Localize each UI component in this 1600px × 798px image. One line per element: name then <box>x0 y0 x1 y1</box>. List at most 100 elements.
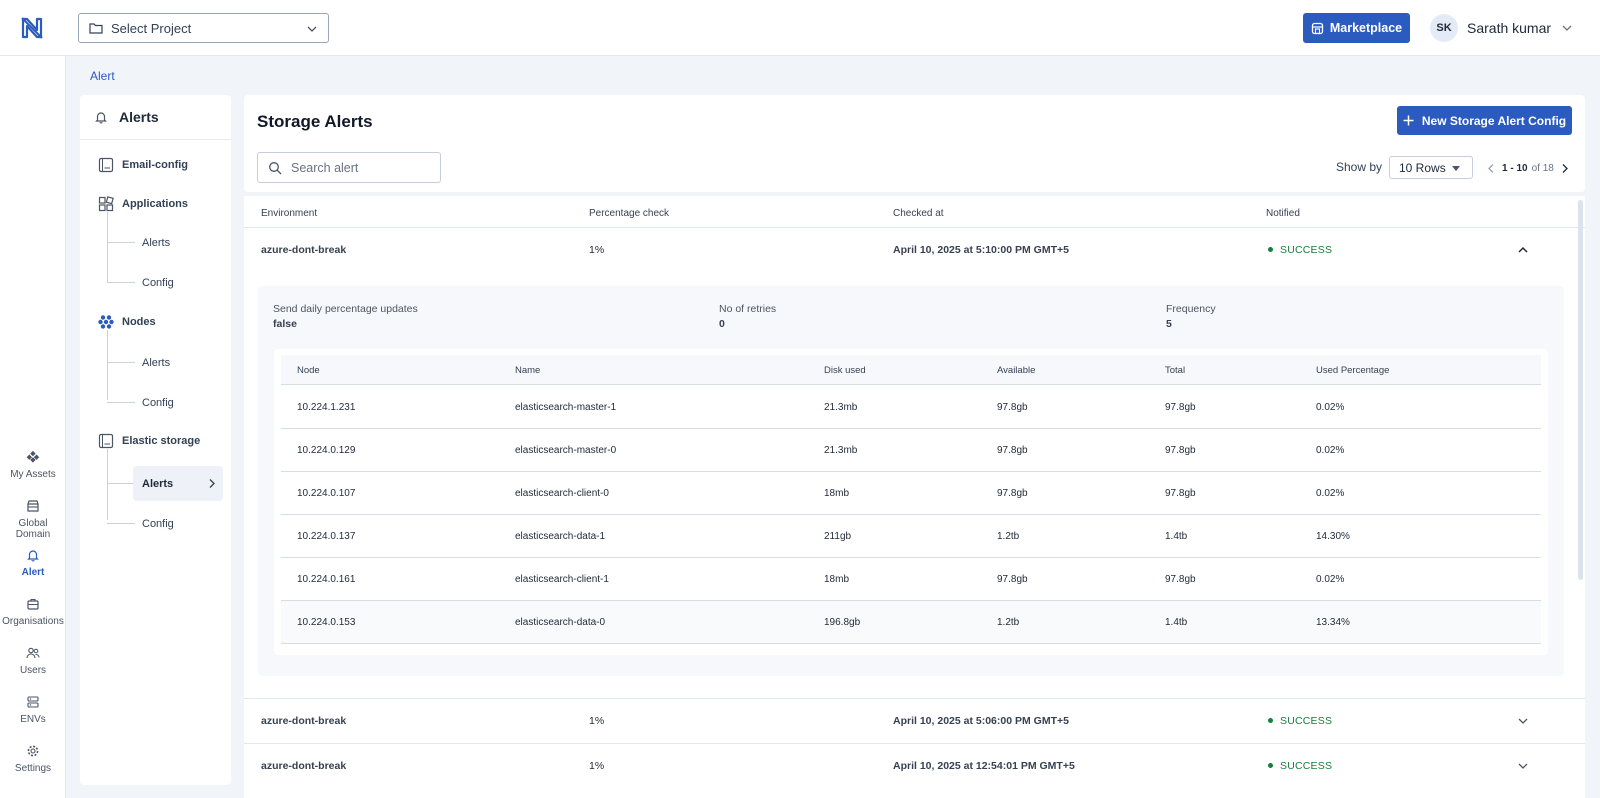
node-table-row: 10.224.0.153 elasticsearch-data-0 196.8gb 1… <box>281 601 1541 644</box>
node-cell-total: 1.4tb <box>1165 531 1188 542</box>
menu-elastic-storage-alerts[interactable]: Alerts <box>107 466 223 501</box>
menu-applications[interactable]: Applications <box>98 196 188 212</box>
top-bar: Select Project Marketplace SK Sarath kum… <box>0 0 1600 56</box>
node-cell-disk-used: 18mb <box>824 488 850 499</box>
rail-item-global-domain[interactable]: Global Domain <box>0 499 66 540</box>
node-cell-used-pct: 0.02% <box>1316 574 1345 585</box>
pagination: 1 - 10 of 18 <box>1486 157 1570 179</box>
chevron-up-icon[interactable] <box>1517 244 1529 256</box>
chevron-right-icon[interactable] <box>1560 163 1570 174</box>
node-cell-disk-used: 18mb <box>824 574 850 585</box>
status-badge: SUCCESS <box>1268 760 1332 772</box>
node-cell-total: 97.8gb <box>1165 488 1196 499</box>
node-cell-disk-used: 21.3mb <box>824 402 858 413</box>
user-menu[interactable]: SK Sarath kumar <box>1430 14 1573 42</box>
node-cell-available: 1.2tb <box>997 531 1020 542</box>
status-badge: SUCCESS <box>1268 715 1332 727</box>
node-cell-available: 97.8gb <box>997 445 1028 456</box>
node-cell-node: 10.224.0.161 <box>297 574 356 585</box>
chevron-left-icon[interactable] <box>1486 163 1496 174</box>
page-title: Storage Alerts <box>257 112 373 131</box>
node-cell-name: elasticsearch-data-0 <box>515 617 606 628</box>
alerts-table: Environment Percentage check Checked at … <box>244 196 1585 798</box>
plus-icon <box>1403 115 1414 126</box>
node-cell-node: 10.224.0.137 <box>297 531 356 542</box>
rail-item-alert[interactable]: Alert <box>0 548 66 578</box>
node-cell-used-pct: 0.02% <box>1316 402 1345 413</box>
rail-item-my-assets[interactable]: My Assets <box>0 450 66 480</box>
node-table-row: 10.224.0.161 elasticsearch-client-1 18mb 97… <box>281 558 1541 601</box>
document-icon <box>98 157 114 173</box>
node-cell-node: 10.224.0.129 <box>297 445 356 456</box>
node-cell-available: 1.2tb <box>997 617 1020 628</box>
gear-icon <box>27 745 39 757</box>
node-cell-total: 1.4tb <box>1165 617 1188 628</box>
user-name: Sarath kumar <box>1467 20 1552 36</box>
show-by-label: Show by <box>1336 160 1383 174</box>
apps-icon <box>98 196 114 212</box>
node-table-row: 10.224.1.231 elasticsearch-master-1 21.3mb… <box>281 386 1541 429</box>
breadcrumb[interactable]: Alert <box>90 69 115 83</box>
menu-nodes-alerts[interactable]: Alerts <box>107 345 223 380</box>
rail-item-envs[interactable]: ENVs <box>0 695 66 725</box>
node-cell-used-pct: 14.30% <box>1316 531 1350 542</box>
node-cell-available: 97.8gb <box>997 402 1028 413</box>
node-cell-node: 10.224.1.231 <box>297 402 356 413</box>
table-row[interactable]: azure-dont-break 1% April 10, 2025 at 12… <box>244 744 1585 788</box>
node-cell-name: elasticsearch-client-1 <box>515 574 609 585</box>
node-cell-node: 10.224.0.107 <box>297 488 356 499</box>
chevron-down-icon[interactable] <box>1517 715 1529 727</box>
menu-nodes[interactable]: Nodes <box>98 314 156 330</box>
rail-item-organisations[interactable]: Organisations <box>0 597 66 627</box>
node-cell-used-pct: 0.02% <box>1316 488 1345 499</box>
node-table-row: 10.224.0.137 elasticsearch-data-1 211gb 1.2… <box>281 515 1541 558</box>
menu-elastic-storage[interactable]: Elastic storage <box>98 433 200 449</box>
node-cell-total: 97.8gb <box>1165 574 1196 585</box>
global-domain-icon <box>27 500 39 512</box>
node-cell-name: elasticsearch-master-1 <box>515 402 617 413</box>
chevron-down-icon[interactable] <box>1517 760 1529 772</box>
marketplace-button[interactable]: Marketplace <box>1303 13 1410 43</box>
node-cell-name: elasticsearch-data-1 <box>515 531 606 542</box>
rows-per-page-select[interactable]: 10 Rows <box>1389 156 1473 179</box>
search-box <box>257 152 441 183</box>
node-cell-used-pct: 0.02% <box>1316 445 1345 456</box>
users-icon <box>26 647 40 659</box>
app-logo-icon[interactable] <box>18 14 46 42</box>
node-cell-total: 97.8gb <box>1165 445 1196 456</box>
node-table-header: Node Name Disk used Available Total Used… <box>281 355 1541 385</box>
rail-item-settings[interactable]: Settings <box>0 744 66 774</box>
avatar: SK <box>1430 14 1458 42</box>
node-cell-name: elasticsearch-client-0 <box>515 488 609 499</box>
caret-down-icon <box>1452 166 1460 171</box>
storage-icon <box>98 433 114 449</box>
node-cell-available: 97.8gb <box>997 488 1028 499</box>
alert-details: Send daily percentage updates false No o… <box>258 286 1564 676</box>
node-storage-table: Node Name Disk used Available Total Used… <box>274 349 1548 655</box>
nodes-icon <box>98 315 114 329</box>
store-icon <box>1311 22 1324 34</box>
bell-icon <box>27 550 39 562</box>
node-cell-available: 97.8gb <box>997 574 1028 585</box>
node-cell-used-pct: 13.34% <box>1316 617 1350 628</box>
menu-email-config[interactable]: Email-config <box>98 157 188 173</box>
rail-item-users[interactable]: Users <box>0 646 66 676</box>
pager-range: 1 - 10 <box>1502 162 1528 174</box>
menu-applications-alerts[interactable]: Alerts <box>107 225 223 260</box>
node-cell-node: 10.224.0.153 <box>297 617 356 628</box>
organisation-icon <box>27 598 39 610</box>
storage-alerts-panel: Storage Alerts New Storage Alert Config … <box>244 95 1585 192</box>
table-row[interactable]: azure-dont-break 1% April 10, 2025 at 5:… <box>244 699 1585 743</box>
server-icon <box>27 696 39 708</box>
menu-elastic-storage-config[interactable]: Config <box>107 506 223 541</box>
new-storage-alert-config-button[interactable]: New Storage Alert Config <box>1397 106 1572 135</box>
table-scrollbar[interactable] <box>1578 200 1583 580</box>
status-badge: SUCCESS <box>1268 244 1332 256</box>
project-select[interactable]: Select Project <box>78 13 329 43</box>
menu-applications-config[interactable]: Config <box>107 265 223 300</box>
menu-nodes-config[interactable]: Config <box>107 385 223 420</box>
table-row[interactable]: azure-dont-break 1% April 10, 2025 at 5:… <box>244 228 1585 272</box>
search-input[interactable] <box>291 160 431 175</box>
search-icon <box>269 161 282 174</box>
project-select-label: Select Project <box>111 20 192 36</box>
